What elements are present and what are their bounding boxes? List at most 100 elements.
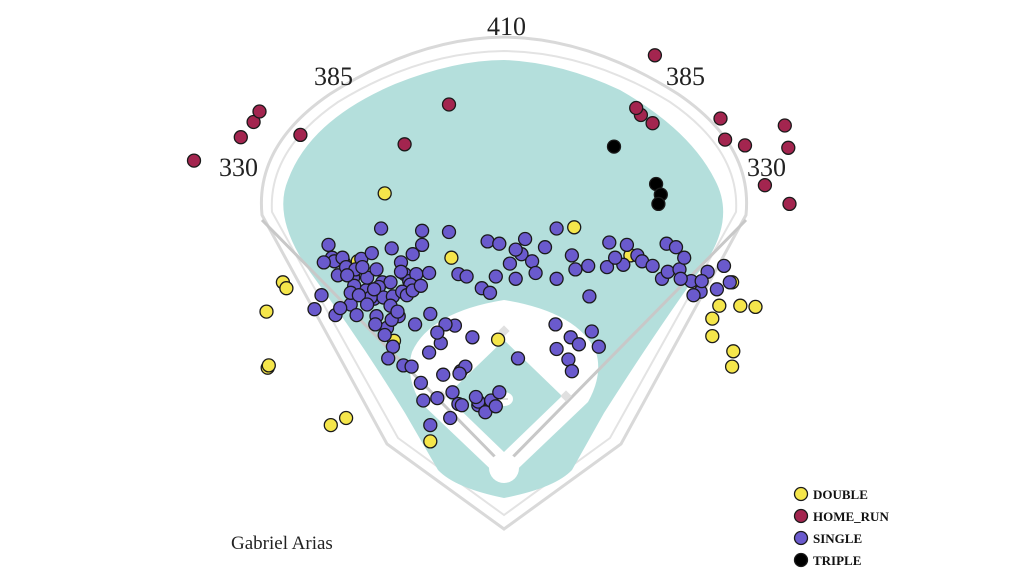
hit-point-single (549, 341, 564, 357)
hit-point-single (349, 307, 364, 323)
hit-point-single (591, 339, 606, 354)
hit-point-home-run (629, 100, 644, 116)
hit-point-double (377, 186, 392, 201)
hit-point-home-run (233, 130, 248, 145)
hit-point-single (385, 339, 401, 354)
legend-label-single: SINGLE (813, 531, 862, 546)
hit-point-double (261, 358, 276, 373)
hit-point-single (508, 271, 523, 286)
hit-point-single (416, 393, 431, 408)
hit-point-double (748, 299, 763, 315)
hit-point-single (390, 304, 405, 319)
hit-point-single (548, 317, 563, 332)
hit-point-single (413, 375, 429, 391)
hit-point-single (492, 236, 507, 251)
hit-point-single (582, 289, 597, 304)
hit-point-single (549, 271, 564, 286)
hit-point-single (383, 275, 398, 290)
hit-point-single (599, 259, 615, 275)
legend-label-triple: TRIPLE (813, 553, 861, 568)
hit-point-single (619, 237, 635, 253)
hit-point-single (333, 300, 348, 316)
hit-point-single (430, 390, 445, 406)
hit-point-single (443, 410, 458, 426)
hit-point-home-run (252, 104, 267, 119)
legend-label-home-run: HOME_RUN (813, 509, 889, 524)
hit-point-double (733, 298, 748, 313)
hit-point-single (564, 248, 580, 263)
legend-label-double: DOUBLE (813, 487, 868, 502)
hit-point-single (430, 325, 445, 340)
hit-point-single (694, 273, 709, 289)
hit-point-single (482, 285, 498, 300)
hit-point-single (366, 282, 382, 297)
hit-point-single (373, 221, 389, 236)
hit-point-single (454, 398, 470, 413)
hit-point-home-run (645, 116, 660, 131)
hit-point-double (726, 344, 741, 359)
hit-point-single (421, 345, 437, 360)
hit-point-single (584, 324, 599, 339)
hit-point-single (421, 265, 437, 281)
hit-point-single (564, 364, 580, 379)
hit-point-single (340, 268, 355, 283)
hit-point-single (414, 223, 430, 238)
hit-point-single (393, 264, 409, 279)
hit-point-home-run (441, 97, 457, 112)
hit-point-single (488, 269, 503, 284)
hit-point-double (423, 434, 438, 449)
hit-point-double (705, 328, 720, 344)
hit-point-single (307, 302, 322, 317)
legend-marker-home-run (793, 508, 809, 524)
hit-point-single (549, 221, 564, 236)
hit-point-single (607, 250, 623, 265)
hit-point-home-run (717, 132, 733, 147)
hit-point-single (561, 352, 576, 367)
batted-balls (186, 48, 797, 449)
hit-point-single (517, 231, 533, 247)
hit-point-home-run (186, 153, 202, 168)
hit-point-single (321, 237, 336, 253)
first-base (560, 390, 572, 402)
hit-point-single (407, 317, 423, 332)
hit-point-single (677, 250, 692, 265)
hit-point-home-run (647, 48, 663, 63)
hit-point-double (712, 298, 727, 313)
hit-point-single (537, 240, 553, 255)
distance-labels: 330 385 410 385 330 (219, 12, 786, 182)
hit-point-double (567, 220, 582, 235)
hit-point-single (465, 330, 480, 345)
hit-point-single (381, 351, 396, 366)
hit-point-single (404, 359, 419, 374)
hit-point-double (279, 281, 294, 296)
hit-point-triple (606, 139, 622, 154)
hit-point-single (351, 288, 367, 303)
hit-point-single (568, 262, 583, 277)
hit-point-single (524, 254, 540, 269)
home-plate-circle (489, 453, 519, 483)
hit-point-single (468, 389, 484, 405)
hit-point-single (459, 269, 474, 284)
hit-point-single (441, 224, 457, 240)
distance-label-lcf: 385 (314, 62, 353, 91)
hit-point-triple (651, 196, 666, 212)
hit-point-single (686, 288, 701, 303)
hit-point-home-run (293, 127, 308, 143)
left-foul-line (260, 218, 506, 468)
hit-point-single (581, 258, 596, 274)
ballpark-field (259, 35, 749, 531)
distance-label-lf-line: 330 (219, 153, 258, 182)
hit-point-double (724, 359, 740, 374)
hit-point-single (423, 417, 438, 433)
hit-point-single (423, 306, 438, 322)
distance-label-rf-line: 330 (747, 153, 786, 182)
legend-marker-triple (793, 552, 809, 568)
hit-point-single (413, 278, 429, 293)
distance-label-cf: 410 (487, 12, 526, 41)
hit-point-single (377, 327, 392, 343)
hit-point-home-run (781, 140, 796, 155)
pitching-rubber (500, 398, 508, 400)
hit-point-single (480, 234, 495, 249)
outfield-grass (283, 60, 724, 498)
